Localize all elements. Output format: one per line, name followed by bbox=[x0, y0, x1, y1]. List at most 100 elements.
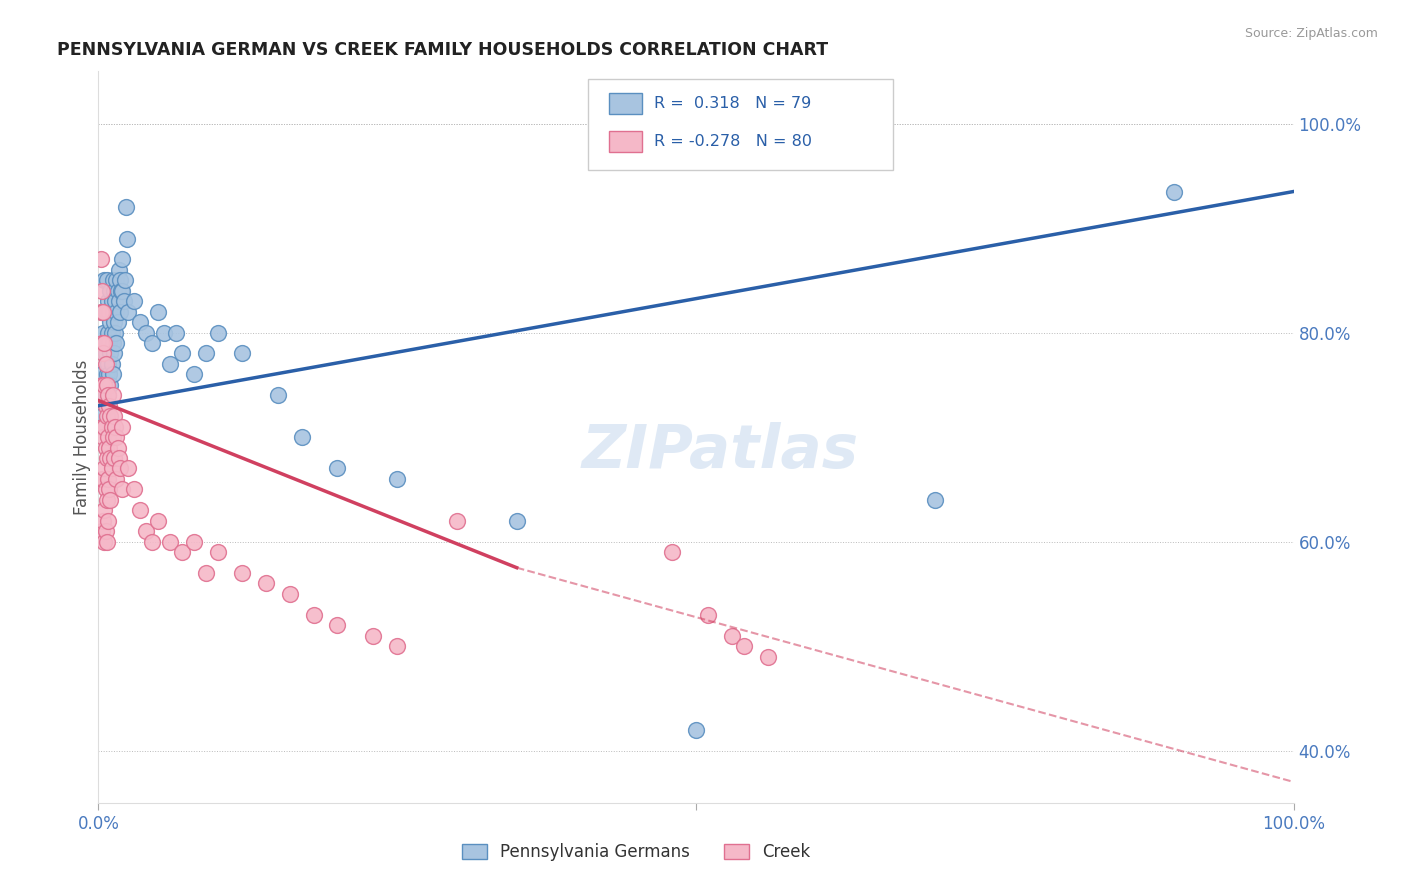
Point bbox=[165, 326, 187, 340]
Point bbox=[93, 336, 115, 351]
Point bbox=[91, 472, 114, 486]
Point bbox=[97, 472, 120, 486]
Point bbox=[107, 441, 129, 455]
Point bbox=[94, 483, 117, 497]
Point bbox=[112, 294, 135, 309]
Point bbox=[97, 326, 120, 340]
Point bbox=[207, 545, 229, 559]
Point bbox=[90, 252, 112, 267]
Point bbox=[91, 336, 114, 351]
Point bbox=[111, 483, 134, 497]
Point bbox=[101, 368, 124, 382]
Point bbox=[103, 346, 125, 360]
Point bbox=[101, 304, 124, 318]
Point bbox=[107, 284, 129, 298]
Point bbox=[924, 492, 946, 507]
Point bbox=[96, 450, 118, 465]
Point bbox=[117, 461, 139, 475]
Point bbox=[385, 639, 409, 653]
Point bbox=[207, 326, 229, 340]
Point bbox=[98, 492, 122, 507]
Point bbox=[100, 357, 122, 371]
Point bbox=[96, 409, 118, 424]
Point bbox=[94, 399, 117, 413]
Point bbox=[685, 723, 707, 737]
Point bbox=[96, 399, 118, 413]
Point bbox=[101, 336, 124, 351]
Point bbox=[411, 848, 433, 863]
Point bbox=[98, 304, 121, 318]
Point bbox=[98, 368, 121, 382]
Point bbox=[94, 304, 117, 318]
Point bbox=[94, 524, 117, 538]
Point bbox=[103, 315, 125, 329]
Point bbox=[108, 461, 131, 475]
Point bbox=[97, 388, 120, 402]
Point bbox=[107, 450, 129, 465]
Point bbox=[159, 534, 181, 549]
Point bbox=[278, 587, 301, 601]
Point bbox=[93, 377, 115, 392]
Point bbox=[96, 377, 118, 392]
Point bbox=[101, 273, 124, 287]
Point bbox=[105, 336, 128, 351]
Point bbox=[124, 483, 146, 497]
Point bbox=[91, 419, 114, 434]
Point bbox=[104, 294, 127, 309]
Point bbox=[91, 472, 114, 486]
Point bbox=[108, 273, 131, 287]
Y-axis label: Family Households: Family Households bbox=[73, 359, 91, 515]
Point bbox=[100, 419, 122, 434]
Point bbox=[93, 503, 115, 517]
Bar bbox=[609, 131, 643, 152]
Point bbox=[98, 450, 122, 465]
Point bbox=[111, 419, 134, 434]
Text: PENNSYLVANIA GERMAN VS CREEK FAMILY HOUSEHOLDS CORRELATION CHART: PENNSYLVANIA GERMAN VS CREEK FAMILY HOUS… bbox=[56, 41, 828, 59]
Point bbox=[135, 524, 157, 538]
Point bbox=[96, 336, 118, 351]
Point bbox=[129, 503, 152, 517]
Point bbox=[733, 639, 755, 653]
Text: R = -0.278   N = 80: R = -0.278 N = 80 bbox=[654, 134, 813, 149]
Point bbox=[108, 304, 131, 318]
Point bbox=[385, 869, 409, 883]
Point bbox=[97, 357, 120, 371]
Point bbox=[96, 304, 118, 318]
Point bbox=[98, 336, 121, 351]
Point bbox=[97, 294, 120, 309]
Point bbox=[111, 284, 134, 298]
Point bbox=[101, 430, 124, 444]
Point bbox=[91, 284, 114, 298]
Point bbox=[135, 326, 157, 340]
Point bbox=[91, 388, 114, 402]
Point bbox=[100, 461, 122, 475]
Point bbox=[93, 534, 115, 549]
Point bbox=[195, 346, 218, 360]
Point bbox=[96, 534, 118, 549]
Point bbox=[110, 284, 132, 298]
Point bbox=[141, 336, 163, 351]
Text: R =  0.318   N = 79: R = 0.318 N = 79 bbox=[654, 96, 811, 111]
Point bbox=[91, 304, 114, 318]
Point bbox=[1163, 185, 1185, 199]
Text: ZIPatlas: ZIPatlas bbox=[581, 422, 859, 481]
Point bbox=[385, 472, 409, 486]
Point bbox=[103, 450, 125, 465]
Point bbox=[93, 461, 115, 475]
Point bbox=[148, 304, 170, 318]
Point bbox=[153, 326, 176, 340]
Point bbox=[104, 419, 127, 434]
Point bbox=[91, 388, 114, 402]
Point bbox=[91, 326, 114, 340]
Point bbox=[267, 388, 290, 402]
Point bbox=[96, 368, 118, 382]
Point bbox=[91, 368, 114, 382]
Point bbox=[94, 357, 117, 371]
Point bbox=[231, 346, 253, 360]
Point bbox=[104, 326, 127, 340]
Point bbox=[231, 566, 253, 580]
Point bbox=[97, 430, 120, 444]
Point bbox=[98, 409, 122, 424]
Point bbox=[446, 514, 468, 528]
Point bbox=[98, 315, 122, 329]
